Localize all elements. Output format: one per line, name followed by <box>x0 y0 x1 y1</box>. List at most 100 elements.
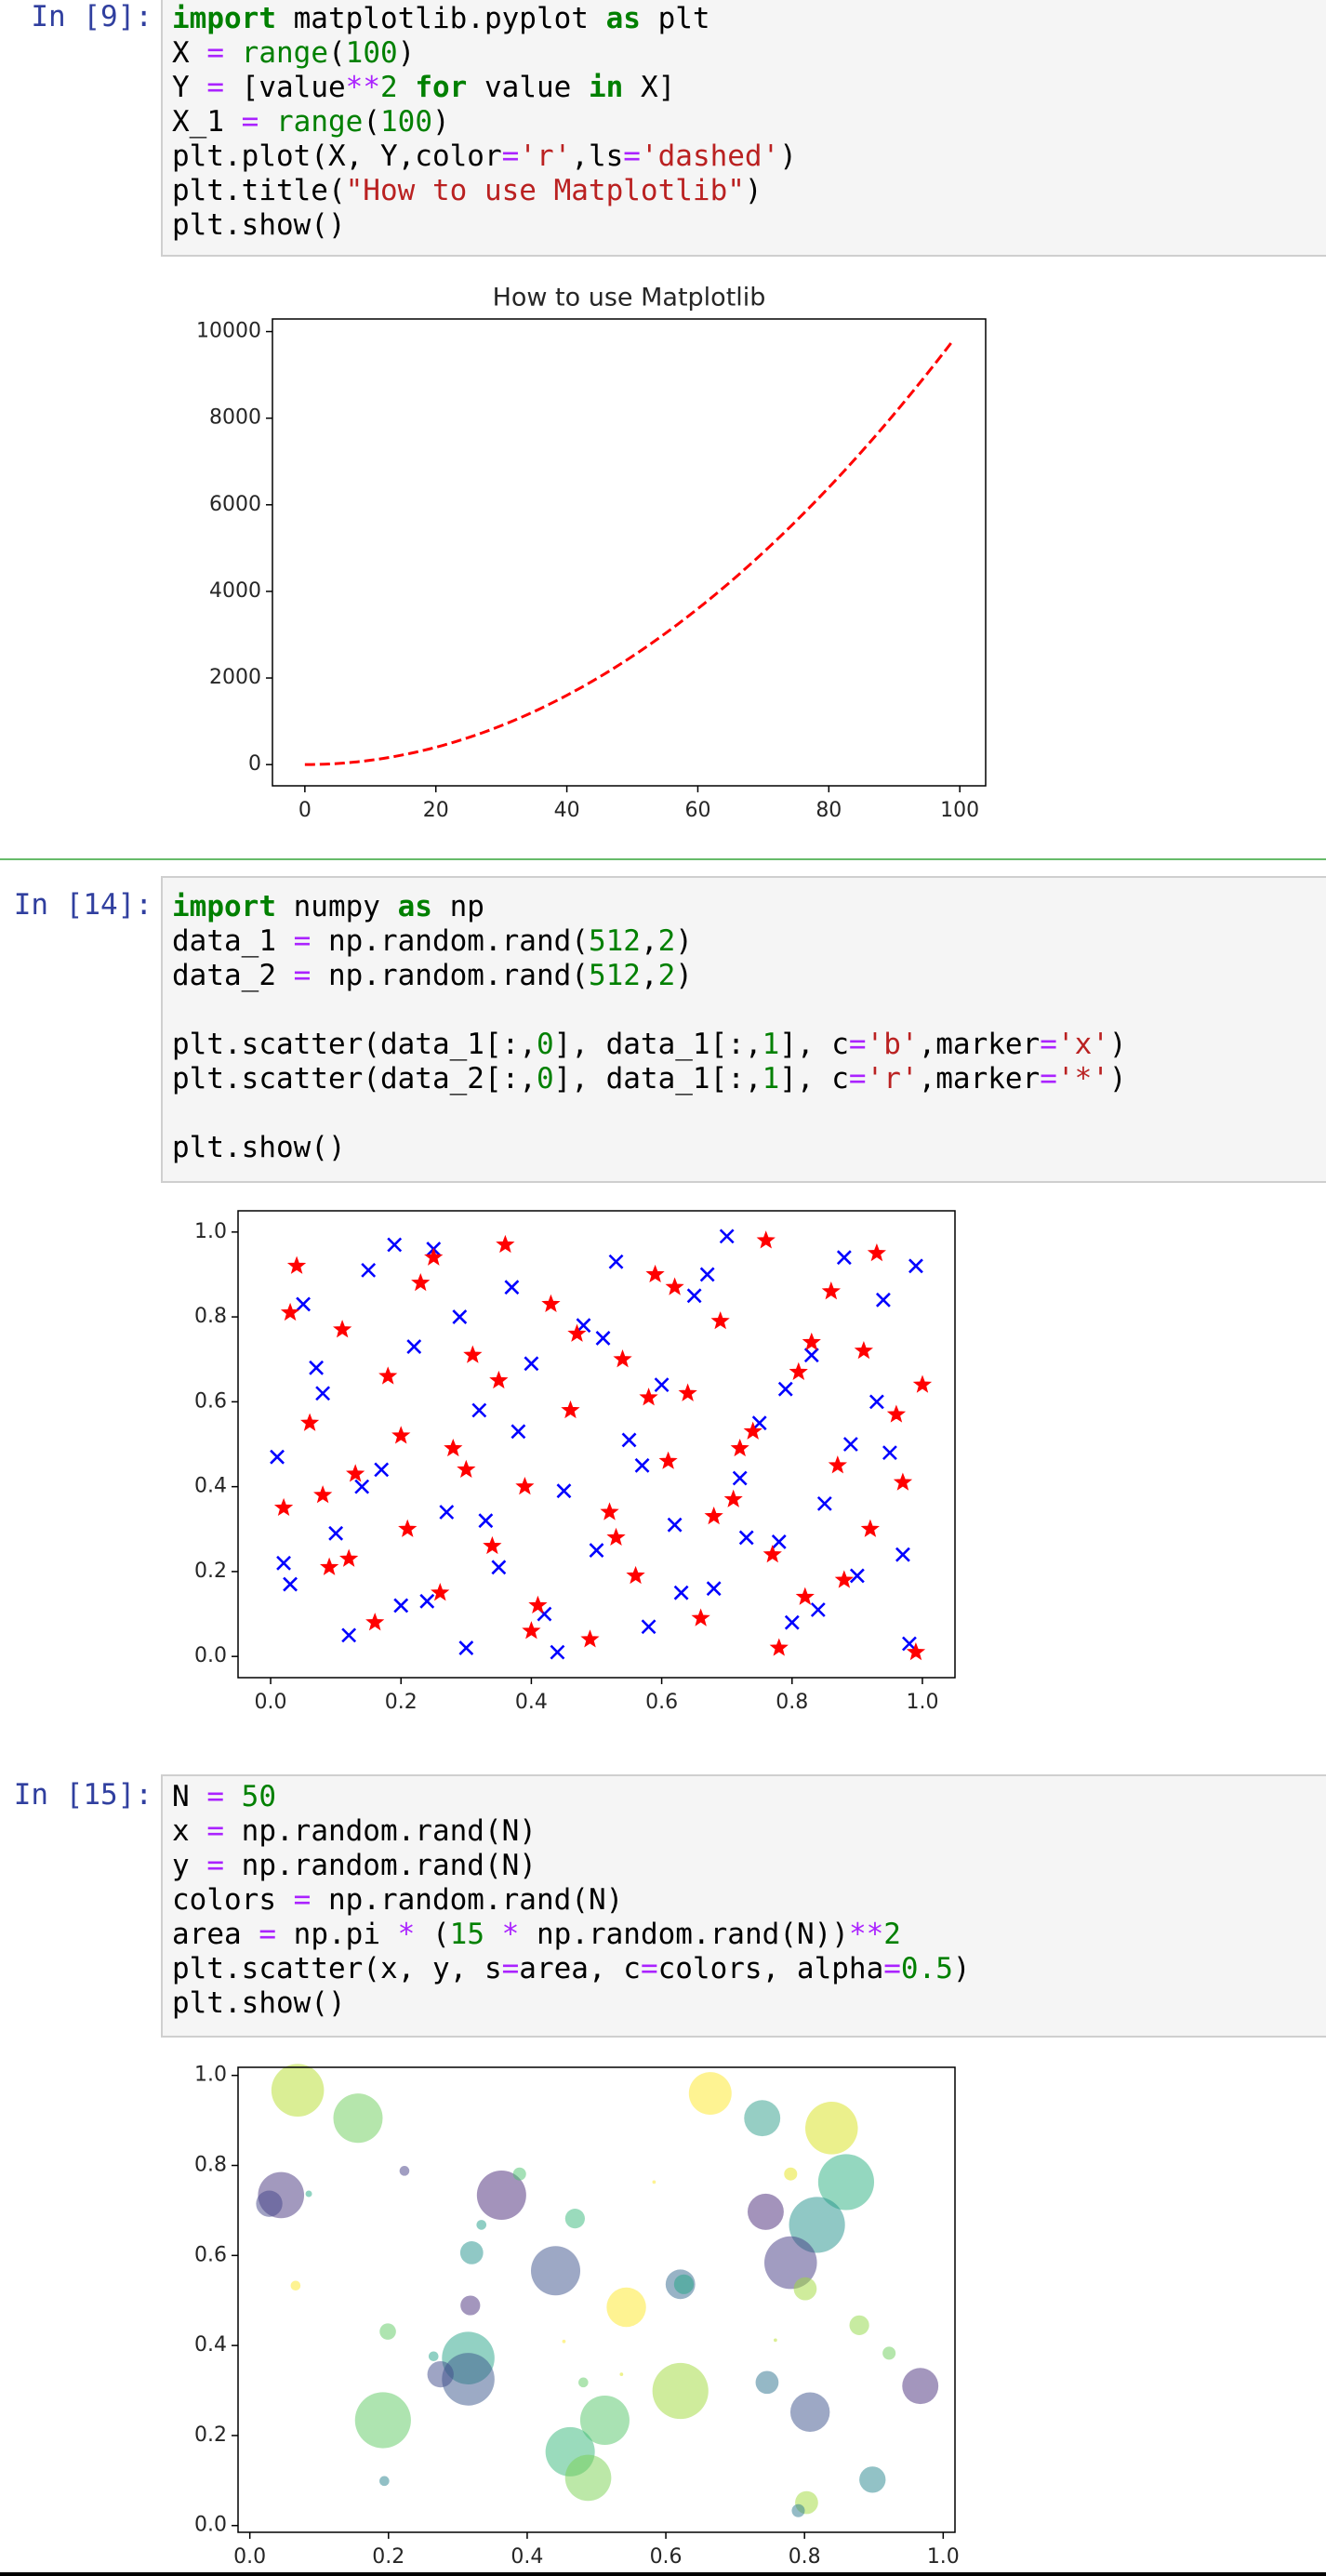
bubble <box>564 2209 585 2229</box>
star-marker <box>912 1374 933 1393</box>
star-marker <box>613 1349 632 1368</box>
x-marker <box>283 1576 298 1592</box>
axes-frame <box>237 1210 956 1679</box>
bubble <box>256 2190 283 2217</box>
x-marker <box>595 1330 611 1346</box>
code-line: colors = np.random.rand(N) <box>172 1883 1326 1918</box>
code-token: for <box>415 71 468 104</box>
bubble <box>652 2362 709 2420</box>
code-token: X_1 <box>172 105 242 139</box>
code-token: ( <box>363 105 380 139</box>
code-token: area, c <box>519 1952 641 1985</box>
bubble <box>755 2370 779 2395</box>
code-token: = <box>206 1849 224 1882</box>
code-token: ) <box>744 174 762 207</box>
y-tick-label: 1.0 <box>194 2064 227 2087</box>
star-marker <box>834 1570 854 1588</box>
star-marker <box>286 1255 307 1274</box>
code-token: X <box>172 36 207 70</box>
x-tick-label: 0.2 <box>385 1691 418 1714</box>
x-tick-label: 0.6 <box>650 2545 683 2569</box>
code-token: = <box>501 1952 520 1985</box>
bubble <box>427 2360 454 2388</box>
code-token: ) <box>779 139 797 173</box>
code-token: plt.show() <box>172 1131 346 1164</box>
x-marker <box>842 1437 858 1452</box>
code-cell[interactable]: N = 50 x = np.random.rand(N) y = np.random… <box>161 1774 1326 2038</box>
x-marker <box>719 1228 735 1244</box>
code-line <box>172 1096 1326 1131</box>
code-token: plt <box>640 2 710 35</box>
code-token: ) <box>952 1952 971 1985</box>
code-token: "How to use Matplotlib" <box>345 174 745 207</box>
code-token: = <box>848 1028 867 1061</box>
x-marker <box>393 1598 409 1613</box>
star-marker <box>273 1497 294 1517</box>
code-token: * <box>501 1918 520 1951</box>
bubble <box>859 2466 886 2493</box>
code-token: colors <box>172 1883 294 1917</box>
code-token: np.random.rand(N) <box>311 1883 624 1917</box>
bubble <box>379 2476 390 2487</box>
code-token: '*' <box>1056 1062 1109 1095</box>
star-marker <box>645 1264 665 1283</box>
x-marker <box>504 1280 520 1295</box>
code-token: 15 <box>449 1918 484 1951</box>
star-marker <box>463 1345 483 1363</box>
cell-separator <box>0 858 1326 860</box>
star-marker <box>743 1421 762 1440</box>
star-marker <box>639 1388 658 1406</box>
code-token: , <box>640 959 658 992</box>
bubble <box>290 2280 301 2291</box>
code-token: = <box>883 1952 901 1985</box>
code-token: ,marker <box>918 1028 1041 1061</box>
code-token: = <box>259 1918 276 1951</box>
bubble <box>578 2377 589 2388</box>
star-marker <box>391 1426 411 1444</box>
star-marker <box>444 1438 463 1457</box>
x-marker <box>524 1356 539 1372</box>
star-marker <box>541 1294 561 1313</box>
code-token: 0 <box>536 1062 554 1095</box>
code-token: np.pi <box>276 1918 398 1951</box>
star-marker <box>346 1464 365 1482</box>
code-token: 512 <box>588 924 641 958</box>
code-token: np.random.rand(N) <box>224 1814 537 1848</box>
code-token: 100 <box>345 36 398 70</box>
x-marker <box>777 1381 793 1397</box>
code-cell[interactable]: import numpy as np data_1 = np.random.ran… <box>161 876 1326 1183</box>
bubble <box>606 2287 646 2328</box>
x-marker <box>869 1394 884 1410</box>
x-tick-label: 0.6 <box>645 1691 678 1714</box>
code-token: 'r' <box>519 139 572 173</box>
chart: 0.0 0.2 0.4 0.6 0.8 1.0 0.0 0.2 0.4 0.6 0.8 1.0 <box>194 1210 956 1714</box>
code-token: import <box>172 890 276 923</box>
star-marker <box>906 1641 926 1661</box>
code-token: numpy <box>275 890 398 923</box>
chart: How to use Matplotlib 0 20 40 60 80 100 0 2000 40… <box>196 284 987 822</box>
bubble <box>652 2180 656 2184</box>
bubble <box>562 2339 566 2344</box>
x-marker <box>771 1534 787 1549</box>
code-token: np.random.rand(N) <box>224 1849 537 1882</box>
x-marker <box>667 1517 683 1533</box>
code-token: plt.scatter(x, y, s <box>172 1952 502 1985</box>
code-token: = <box>241 105 259 139</box>
y-tick-label: 0.0 <box>194 1644 227 1667</box>
line <box>304 339 955 766</box>
code-cell[interactable]: import matplotlib.pyplot as plt X = range… <box>161 0 1326 257</box>
star-marker <box>769 1638 789 1656</box>
axes-frame <box>272 318 987 787</box>
x-marker <box>309 1360 325 1375</box>
x-marker <box>706 1581 722 1597</box>
code-token: = <box>206 1814 224 1848</box>
star-marker <box>522 1621 541 1640</box>
bubble <box>774 2338 777 2343</box>
star-marker <box>886 1404 907 1423</box>
star-marker <box>378 1366 398 1385</box>
code-line: plt.scatter(x, y, s=area, c=colors, alph… <box>172 1952 1326 1986</box>
code-token: ) <box>1108 1062 1127 1095</box>
star-marker <box>626 1565 645 1585</box>
code-token: = <box>293 924 312 958</box>
star-marker <box>313 1485 333 1504</box>
